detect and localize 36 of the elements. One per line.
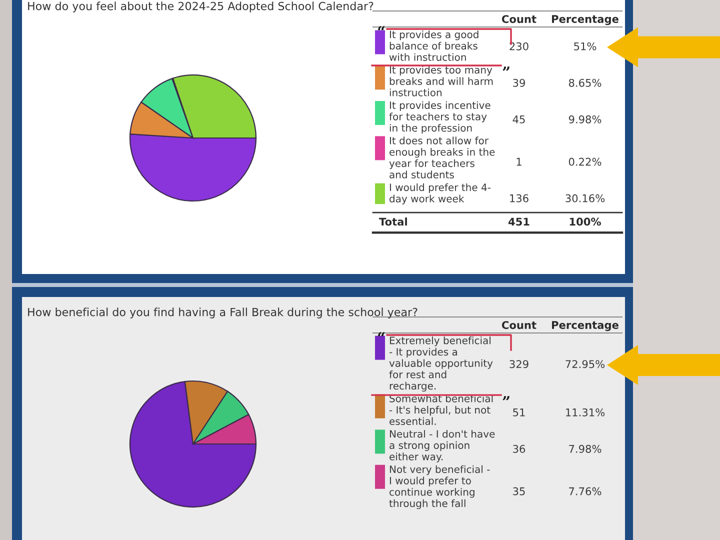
legend-label: It provides incentive for teachers to stay in the profession	[389, 101, 490, 134]
data-label: 329	[510, 360, 528, 368]
chart-title: How beneficial do you find having a Fall Break during the school year?	[28, 308, 418, 318]
text: 9.98%	[568, 115, 602, 124]
text: 30.16%	[566, 194, 605, 202]
data-label: 36	[513, 444, 526, 453]
text: 0.22%	[568, 158, 602, 166]
data-label: 35	[513, 487, 525, 496]
text: 100%	[570, 218, 601, 226]
data-label: 136	[510, 194, 528, 202]
legend-label: Somewhat beneficial - It's helpful, but not essential.	[389, 394, 493, 426]
legend-label: Neutral - I don't have a strong opinion either way.	[390, 430, 495, 462]
legend-label: It provides too many breaks and will harm instruction	[390, 66, 493, 96]
text: Total	[379, 217, 407, 226]
legend-label: I would prefer the 4-day work week	[390, 183, 490, 204]
text: 11.31%	[566, 408, 605, 416]
text: 451	[508, 218, 530, 226]
chart-title: How do you feel about the 2024-25 Adopted School Calendar?	[28, 2, 374, 12]
text: 7.76%	[569, 487, 602, 496]
data-label: 45	[512, 116, 525, 124]
data-label: 1	[516, 158, 522, 166]
data-label: 51	[513, 408, 525, 416]
legend-label: It does not allow for enough breaks in the year for teachers and students	[389, 136, 495, 178]
text: 7.98%	[569, 444, 602, 453]
text: Percentage	[552, 15, 618, 26]
data-label: 39	[513, 78, 525, 87]
data-label: 230	[510, 42, 528, 50]
legend-label: It provides a good balance of breaks with instruction	[389, 30, 478, 61]
text: Count	[502, 321, 536, 330]
text: 51%	[574, 42, 596, 50]
text: 8.65%	[568, 78, 602, 87]
text: Percentage	[552, 321, 618, 332]
legend-label: Extremely beneficial - It provides a valuable opportunity for rest and recharge.	[389, 336, 493, 392]
text: 72.95%	[566, 360, 605, 368]
legend-label: Not very beneficial - I would prefer to continue working through the fall	[389, 465, 490, 510]
text: Count	[502, 15, 536, 24]
